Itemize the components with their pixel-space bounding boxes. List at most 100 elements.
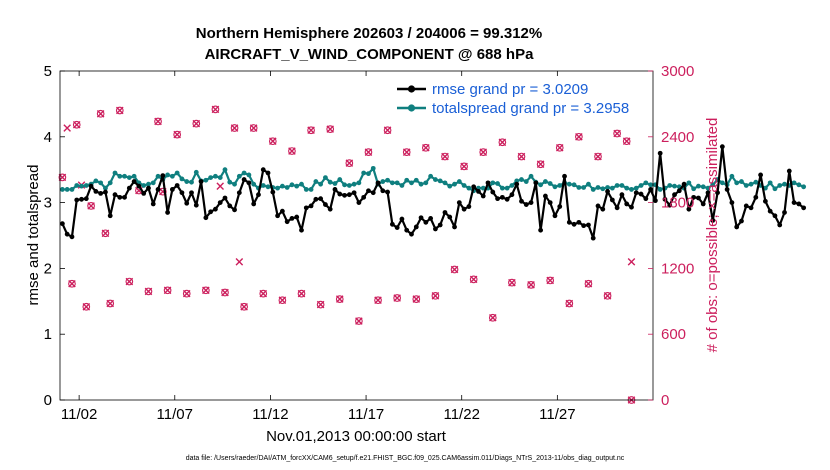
series-totalspread-point-52 [308, 187, 314, 192]
series-rmse-point-26 [184, 200, 190, 206]
series-rmse-point-76 [423, 219, 429, 225]
series-rmse-point-84 [461, 206, 467, 212]
series-totalspread-point-49 [294, 183, 300, 189]
series-totalspread-point-109 [581, 185, 587, 190]
chart-title-line-1: Northern Hemisphere 202603 / 204006 = 99… [196, 25, 542, 42]
series-rmse-point-127 [667, 202, 673, 208]
obs-assimilated-cross-14 [154, 117, 162, 126]
series-totalspread-point-32 [213, 173, 218, 179]
obs-assimilated-cross-45 [422, 143, 430, 152]
series-totalspread-point-12 [117, 173, 123, 179]
series-rmse-point-32 [213, 206, 218, 212]
series-totalspread-point-0 [59, 187, 65, 192]
series-rmse-point-49 [294, 214, 300, 220]
series-totalspread-point-13 [122, 173, 127, 179]
obs-assimilated-cross-34 [316, 300, 325, 309]
obs-assimilated-marker-35 [326, 125, 334, 133]
obs-assimilated-marker-58 [546, 276, 554, 285]
obs-assimilated-cross-11 [125, 277, 134, 286]
obs-possible-marker-47 [479, 148, 488, 156]
obs-assimilated-marker-54 [508, 278, 516, 287]
obs-possible-marker-2 [72, 120, 81, 129]
obs-possible-marker-17 [192, 119, 201, 128]
series-rmse-point-62 [356, 200, 362, 206]
obs-possible-marker-62 [622, 137, 631, 146]
series-rmse-point-116 [614, 205, 620, 211]
series-rmse-point-53 [313, 196, 319, 202]
series-totalspread-point-14 [126, 175, 132, 181]
series-totalspread-point-26 [184, 179, 190, 184]
obs-assimilated-cross-44 [412, 295, 421, 303]
ticks-group: 11/02 11/07 11/12 11/17 11/22 11/27 0 1 2 3 4 5 0 600… [44, 63, 695, 423]
series-rmse-point-144 [748, 205, 754, 211]
obs-assimilated-cross-17 [173, 130, 181, 139]
y-right-tick-label-2: 1200 [661, 260, 694, 277]
series-rmse-point-96 [519, 198, 524, 204]
series-totalspread-point-22 [165, 172, 171, 178]
obs-assimilated-marker-55 [517, 152, 526, 161]
series-totalspread-point-4 [79, 183, 84, 189]
x-tick-label-2: 11/12 [252, 406, 288, 423]
series-rmse-point-15 [131, 179, 137, 184]
series-totalspread-point-90 [490, 180, 496, 186]
plot-frame [59, 70, 654, 401]
series-rmse-point-110 [586, 222, 591, 228]
series-rmse-point-120 [633, 190, 639, 196]
series-rmse-point-42 [260, 167, 266, 173]
obs-assimilated-cross-64 [603, 292, 612, 300]
series-totalspread-point-30 [203, 177, 209, 183]
data-file-footer: data file: /Users/raeder/DAI/ATM_forcXX/… [186, 455, 625, 462]
obs-assimilated-cross-24 [230, 124, 239, 132]
series-totalspread-point-59 [342, 182, 347, 188]
series-rmse-point-145 [753, 194, 759, 200]
obs-assimilated-cross-21 [211, 105, 220, 114]
series-totalspread-point-63 [361, 170, 367, 176]
legend-rmse-label: rmse grand pr = 3.0209 [432, 81, 588, 98]
series-totalspread-point-138 [719, 180, 725, 186]
obs-assimilated-cross-29 [269, 137, 277, 145]
obs-assimilated-marker-23 [221, 288, 229, 297]
series-rmse-point-55 [323, 202, 328, 207]
series-rmse-point-138 [719, 144, 725, 150]
series-rmse-point-54 [318, 196, 324, 202]
series-rmse-point-94 [509, 192, 515, 198]
obs-assimilated-marker-18 [182, 289, 191, 298]
series-rmse-point-20 [155, 187, 161, 192]
series-totalspread-point-144 [748, 181, 754, 187]
obs-assimilated-cross-19 [192, 119, 201, 128]
series-totalspread-point-69 [389, 180, 395, 186]
series-rmse-point-47 [284, 219, 290, 225]
obs-possible-marker-21 [230, 124, 239, 132]
obs-assimilated-marker-32 [297, 289, 306, 298]
series-totalspread-point-113 [600, 186, 606, 192]
obs-assimilated-cross-3 [72, 120, 81, 129]
series-totalspread-point-34 [222, 167, 228, 173]
series-rmse-point-154 [796, 201, 802, 207]
obs-assimilated-marker-47 [441, 152, 449, 161]
series-totalspread-point-62 [356, 180, 362, 186]
series-totalspread-point-155 [801, 184, 807, 190]
series-rmse-point-97 [523, 202, 529, 207]
series-rmse-point-134 [700, 201, 706, 207]
obs-possible-marker-44 [450, 265, 459, 274]
series-totalspread-point-91 [495, 181, 500, 186]
series-totalspread-point-72 [404, 177, 410, 183]
series-totalspread-point-111 [590, 187, 596, 192]
series-rmse-point-95 [514, 181, 520, 187]
series-rmse-point-5 [83, 196, 89, 202]
series-totalspread-point-114 [605, 185, 610, 190]
series-totalspread-point-133 [696, 183, 701, 189]
series-totalspread-point-102 [547, 181, 553, 186]
series-rmse-point-126 [662, 196, 668, 202]
obs-assimilated-cross-61 [575, 133, 583, 141]
obs-possible-marker-49 [498, 138, 507, 147]
series-totalspread-point-127 [667, 183, 673, 188]
obs-assimilated-cross-8 [101, 229, 110, 238]
obs-possible-marker-14 [163, 286, 172, 295]
series-totalspread-point-80 [442, 180, 448, 186]
obs-assimilated-marker-25 [235, 258, 244, 266]
obs-possible-marker-27 [288, 147, 296, 155]
obs-assimilated-marker-14 [154, 117, 162, 126]
obs-assimilated-marker-63 [594, 152, 602, 161]
